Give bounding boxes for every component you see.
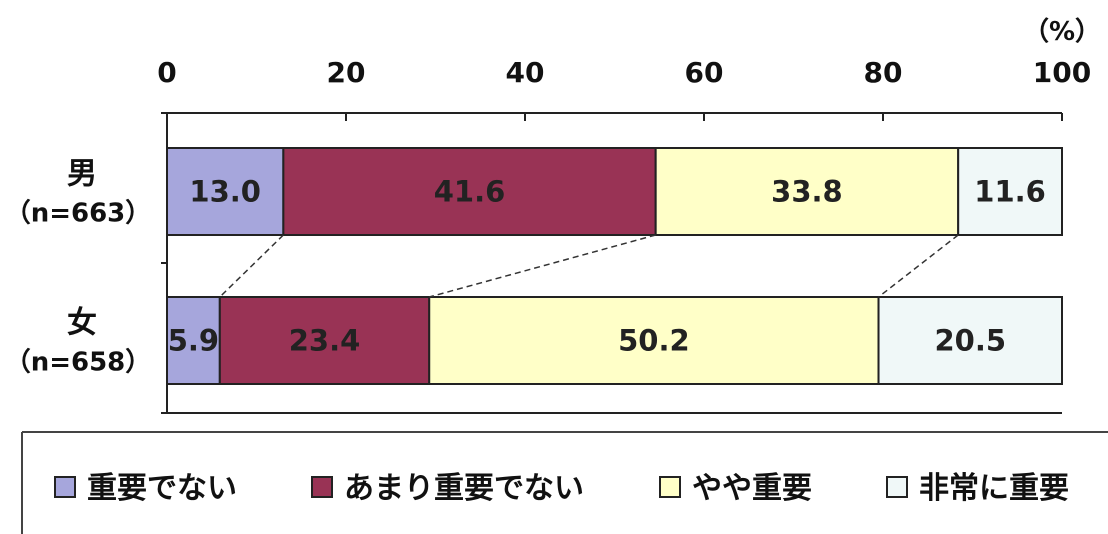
bar-segment xyxy=(428,296,880,385)
data-label: 50.2 xyxy=(618,324,690,358)
x-tick-label: 60 xyxy=(685,56,724,89)
data-label: 11.6 xyxy=(974,175,1046,209)
bar-segment xyxy=(877,296,1064,385)
data-label: 23.4 xyxy=(289,324,361,358)
unit-label: （%） xyxy=(1023,17,1101,47)
category-label: 男 xyxy=(67,157,97,192)
x-tick-label: 40 xyxy=(506,56,545,89)
data-label: 20.5 xyxy=(934,324,1006,358)
legend: 重要でない あまり重要でない やや重要 非常に重要 xyxy=(21,431,1108,534)
connector-line xyxy=(429,234,656,298)
bar-segment xyxy=(166,147,285,236)
category-n-label: （n=658） xyxy=(5,348,152,378)
bar-segment xyxy=(654,147,960,236)
category-label: 女 xyxy=(67,306,97,341)
data-label: 5.9 xyxy=(168,324,219,358)
legend-swatch xyxy=(311,476,333,498)
bar-segment xyxy=(166,296,221,385)
x-tick-label: 80 xyxy=(864,56,903,89)
data-label: 13.0 xyxy=(189,175,261,209)
legend-label: 重要でない xyxy=(87,471,237,506)
bar-segment xyxy=(282,147,657,236)
data-label: 41.6 xyxy=(434,175,506,209)
x-axis: （%） 0 20 40 60 80 100 男 （n=663） 女 （n=658） xyxy=(5,17,1101,414)
data-label: 33.8 xyxy=(771,175,843,209)
connector-line xyxy=(878,234,959,298)
legend-label: あまり重要でない xyxy=(344,471,584,506)
x-tick-label: 20 xyxy=(327,56,366,89)
connector-line xyxy=(219,234,284,298)
bar-segment xyxy=(218,296,431,385)
legend-swatch xyxy=(54,476,76,498)
category-n-label: （n=663） xyxy=(5,199,152,229)
plot-area: 13.0 41.6 33.8 11.6 5.9 23.4 50.2 20.5 xyxy=(166,147,1064,385)
bar-segment xyxy=(957,147,1063,236)
legend-label: 非常に重要 xyxy=(919,471,1069,506)
x-tick-label: 100 xyxy=(1033,56,1091,89)
legend-swatch xyxy=(886,476,908,498)
x-tick-label: 0 xyxy=(157,56,176,89)
legend-swatch xyxy=(659,476,681,498)
legend-label: やや重要 xyxy=(692,471,812,506)
